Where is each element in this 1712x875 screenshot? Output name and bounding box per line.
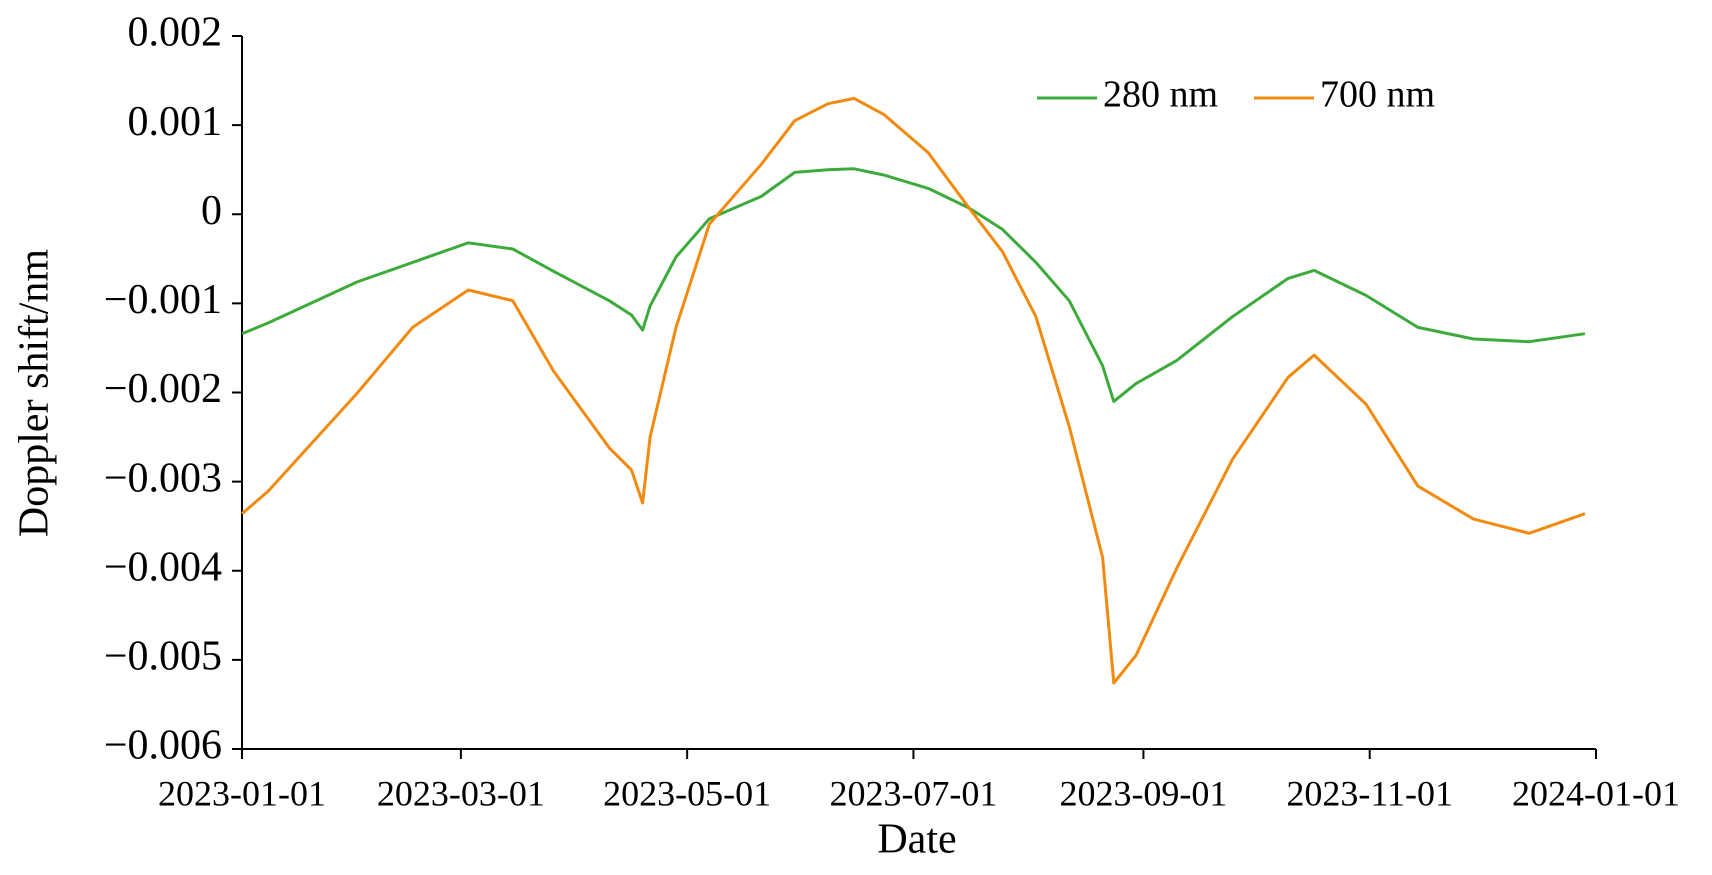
y-tick-label: −0.006 (104, 723, 222, 769)
y-tick-label: 0 (201, 188, 222, 234)
x-tick-label: 2023-05-01 (603, 773, 771, 813)
x-axis-label: Date (877, 817, 956, 863)
y-tick-label: −0.002 (104, 366, 222, 412)
x-tick-label: 2023-09-01 (1059, 773, 1227, 813)
x-tick-label: 2023-11-01 (1286, 773, 1453, 813)
x-tick-label: 2024-01-01 (1512, 773, 1680, 813)
line-series (241, 96, 1586, 685)
y-tick-label: 0.002 (128, 10, 223, 56)
line-series (241, 167, 1586, 403)
y-tick-label: −0.001 (104, 277, 222, 323)
y-tick-label: −0.004 (104, 544, 222, 590)
y-tick-label: −0.005 (104, 634, 222, 680)
legend-label: 280 nm (1103, 74, 1218, 116)
y-tick-label: 0.001 (128, 99, 223, 145)
y-tick-label: −0.003 (104, 455, 222, 501)
legend-label: 700 nm (1320, 74, 1435, 116)
y-axis-label: Doppler shift/nm (12, 249, 58, 537)
x-tick-label: 2023-07-01 (829, 773, 997, 813)
x-tick-label: 2023-01-01 (158, 773, 326, 813)
x-tick-label: 2023-03-01 (377, 773, 545, 813)
